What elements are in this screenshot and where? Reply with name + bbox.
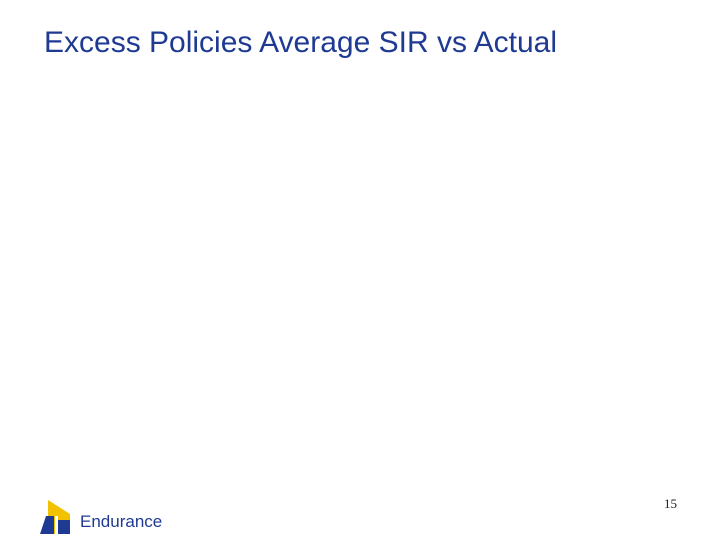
logo-wordmark: Endurance xyxy=(80,512,163,531)
slide-content-area xyxy=(40,90,680,470)
endurance-logo-icon xyxy=(40,500,70,534)
page-number: 15 xyxy=(664,496,677,511)
slide-title: Excess Policies Average SIR vs Actual xyxy=(44,26,558,59)
footer-logo: Endurance xyxy=(40,498,162,534)
